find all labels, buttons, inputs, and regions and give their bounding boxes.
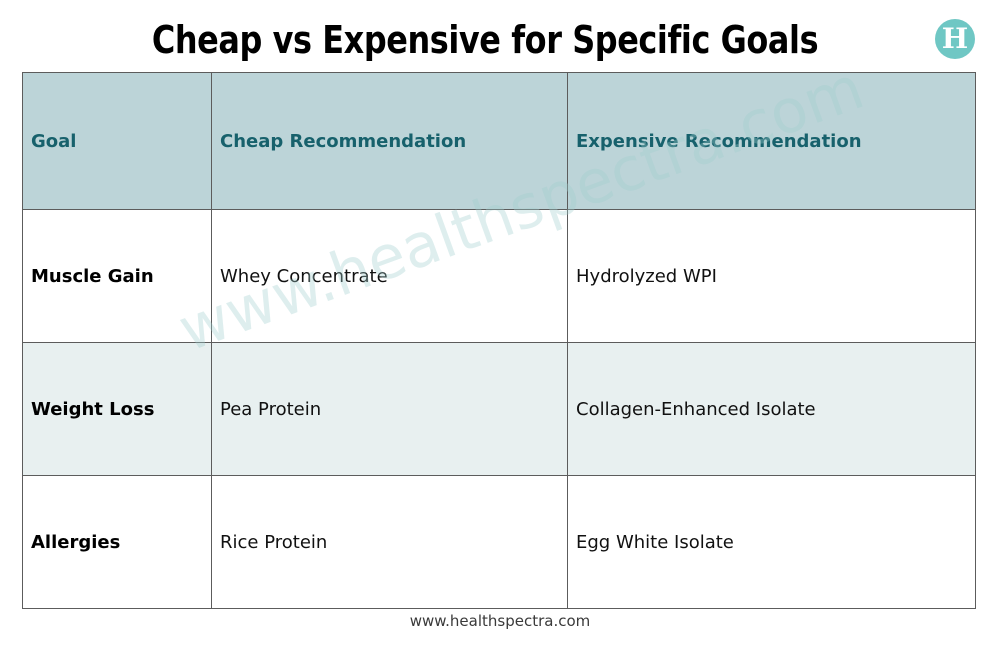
- table-row: Allergies Rice Protein Egg White Isolate: [22, 475, 976, 609]
- header-cheap-recommendation: Cheap Recommendation: [211, 72, 568, 210]
- page-title: Cheap vs Expensive for Specific Goals: [151, 18, 819, 62]
- goal-cell: Allergies: [22, 475, 212, 609]
- expensive-cell: Collagen-Enhanced Isolate: [567, 342, 976, 476]
- expensive-cell: Egg White Isolate: [567, 475, 976, 609]
- goal-cell: Muscle Gain: [22, 209, 212, 343]
- cheap-cell: Whey Concentrate: [211, 209, 568, 343]
- healthspectra-logo-icon: H: [935, 19, 975, 59]
- header-expensive-recommendation: Expensive Recommendation: [567, 72, 976, 210]
- expensive-cell: Hydrolyzed WPI: [567, 209, 976, 343]
- footer-url: www.healthspectra.com: [409, 612, 591, 630]
- table-row: Muscle Gain Whey Concentrate Hydrolyzed …: [22, 209, 976, 343]
- cheap-cell: Rice Protein: [211, 475, 568, 609]
- comparison-table: Goal Cheap Recommendation Expensive Reco…: [22, 72, 976, 609]
- cheap-cell: Pea Protein: [211, 342, 568, 476]
- goal-cell: Weight Loss: [22, 342, 212, 476]
- header-goal: Goal: [22, 72, 212, 210]
- table-row: Weight Loss Pea Protein Collagen-Enhance…: [22, 342, 976, 476]
- table-header-row: Goal Cheap Recommendation Expensive Reco…: [22, 72, 976, 210]
